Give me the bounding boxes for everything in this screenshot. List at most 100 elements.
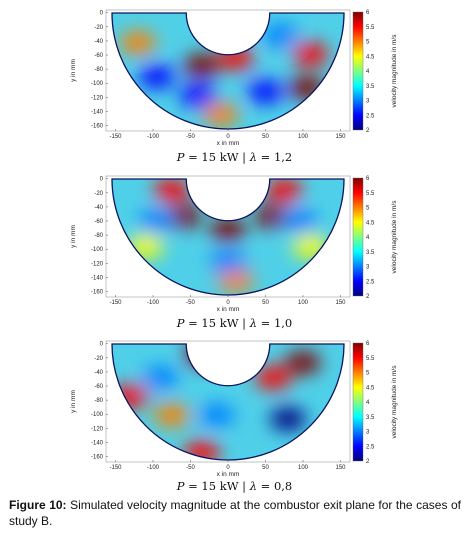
colorbar-tick-label: 5.5 — [366, 25, 375, 31]
x-tick-label: 150 — [335, 134, 346, 140]
heatmap-panel-2: -150 -100 -50 0 50 100 150 x in mm 0 -20 -40 -60 -80… — [0, 166, 469, 316]
colorbar-tick-label: 3.5 — [366, 84, 375, 90]
velocity-hotspot — [217, 268, 254, 293]
figure-caption-text: Simulated velocity magnitude at the comb… — [9, 498, 462, 528]
y-tick-label: 0 — [100, 11, 104, 17]
y-tick-label: -160 — [91, 455, 104, 461]
x-axis-label: x in mm — [217, 140, 240, 147]
velocity-hotspot — [153, 179, 190, 203]
y-tick-label: -100 — [91, 81, 104, 87]
y-tick-label: -20 — [94, 356, 103, 362]
domain-outline — [111, 178, 345, 296]
y-tick-label: -100 — [91, 412, 104, 418]
velocity-hotspot — [198, 403, 235, 428]
caption-lambda-symbol: λ — [249, 150, 257, 164]
colorbar-tick-label: 6 — [366, 176, 370, 182]
y-tick-label: -80 — [94, 233, 103, 239]
y-axis-label: y in mm — [70, 59, 77, 82]
velocity-hotspot — [210, 218, 246, 242]
colorbar-tick-label: 4.5 — [366, 385, 375, 391]
y-tick-label: -120 — [91, 95, 104, 101]
colorbar-tick-label: 6 — [366, 10, 370, 16]
y-tick-label: -120 — [91, 261, 104, 267]
y-tick-label: -60 — [94, 219, 103, 225]
panel-caption-2: P = 15 kW | λ = 1,0 — [0, 316, 469, 330]
colorbar-tick-label: 3 — [366, 99, 370, 105]
y-tick-label: 0 — [100, 342, 104, 348]
heatmap-panel-1: -150 -100 -50 0 50 100 150 x in mm 0 -20 -40 -60 -80… — [0, 0, 469, 150]
caption-lambda-value: = 1,2 — [260, 150, 293, 164]
colorbar-tick-label: 3.5 — [366, 415, 375, 421]
velocity-hotspot — [142, 365, 179, 390]
caption-power-symbol: P — [176, 150, 185, 164]
velocity-hotspot — [270, 407, 306, 431]
velocity-field — [112, 344, 344, 460]
colorbar-tick-label: 5 — [366, 40, 370, 46]
y-tick-label: -80 — [94, 67, 103, 73]
y-tick-label: -120 — [91, 426, 104, 432]
caption-lambda-value: = 0,8 — [260, 479, 293, 493]
x-tick-label: -50 — [186, 134, 195, 140]
x-tick-label: -100 — [147, 134, 160, 140]
velocity-hotspot — [183, 344, 220, 368]
x-tick-label: 0 — [226, 465, 230, 471]
x-tick-label: 50 — [262, 300, 269, 306]
x-tick-label: -50 — [186, 300, 195, 306]
y-tick-label: -140 — [91, 109, 104, 115]
x-tick-label: -150 — [109, 300, 122, 306]
velocity-hotspot — [120, 31, 156, 55]
caption-power-symbol: P — [176, 479, 185, 493]
caption-power-value: = 15 kW | — [188, 150, 250, 164]
figure-caption-label: Figure 10: — [9, 498, 67, 512]
heatmap-panel-3: -150 -100 -50 0 50 100 150 x in mm 0 -20 -40 -60 -80… — [0, 331, 469, 481]
y-tick-label: -140 — [91, 275, 104, 281]
colorbar-tick-label: 2.5 — [366, 113, 375, 119]
colorbar-tick-label: 2.5 — [366, 444, 375, 450]
y-tick-label: -20 — [94, 25, 103, 31]
velocity-field — [112, 179, 344, 295]
figure-caption: Figure 10: Simulated velocity magnitude … — [9, 497, 461, 529]
y-tick-label: -80 — [94, 398, 103, 404]
y-tick-label: -160 — [91, 124, 104, 130]
x-tick-label: 100 — [298, 465, 309, 471]
velocity-hotspot — [285, 350, 321, 375]
x-tick-label: -100 — [147, 300, 160, 306]
y-tick-label: -40 — [94, 205, 103, 211]
velocity-hotspot — [153, 403, 190, 428]
y-axis-label: y in mm — [70, 225, 77, 248]
x-tick-label: 50 — [262, 465, 269, 471]
y-tick-label: -20 — [94, 191, 103, 197]
x-tick-label: -150 — [109, 134, 122, 140]
colorbar — [352, 342, 364, 462]
colorbar-tick-label: 5 — [366, 206, 370, 212]
velocity-hotspot — [262, 23, 299, 48]
velocity-hotspot — [247, 79, 284, 104]
y-tick-label: -60 — [94, 53, 103, 59]
colorbar-tick-label: 3 — [366, 265, 370, 271]
colorbar-label: velocity magnitude in m/s — [391, 200, 398, 274]
velocity-hotspot — [255, 365, 291, 390]
colorbar-tick-label: 5.5 — [366, 356, 375, 362]
x-tick-label: 100 — [298, 300, 309, 306]
x-tick-label: 50 — [262, 134, 269, 140]
domain-outline — [111, 12, 345, 130]
colorbar — [352, 177, 364, 297]
caption-lambda-symbol: λ — [249, 316, 257, 330]
colorbar-tick-label: 6 — [366, 341, 370, 347]
colorbar-tick-label: 2 — [366, 128, 370, 134]
colorbar-tick-label: 2 — [366, 294, 370, 300]
y-tick-label: -140 — [91, 440, 104, 446]
colorbar-tick-label: 3 — [366, 430, 370, 436]
x-tick-label: -150 — [109, 465, 122, 471]
y-tick-label: -160 — [91, 290, 104, 296]
x-axis-label: x in mm — [217, 471, 240, 478]
y-axis-label: y in mm — [70, 390, 77, 413]
domain-outline — [111, 343, 345, 461]
colorbar-tick-label: 4.5 — [366, 54, 375, 60]
velocity-hotspot — [210, 249, 246, 274]
velocity-hotspot — [180, 83, 216, 108]
x-tick-label: 0 — [226, 134, 230, 140]
